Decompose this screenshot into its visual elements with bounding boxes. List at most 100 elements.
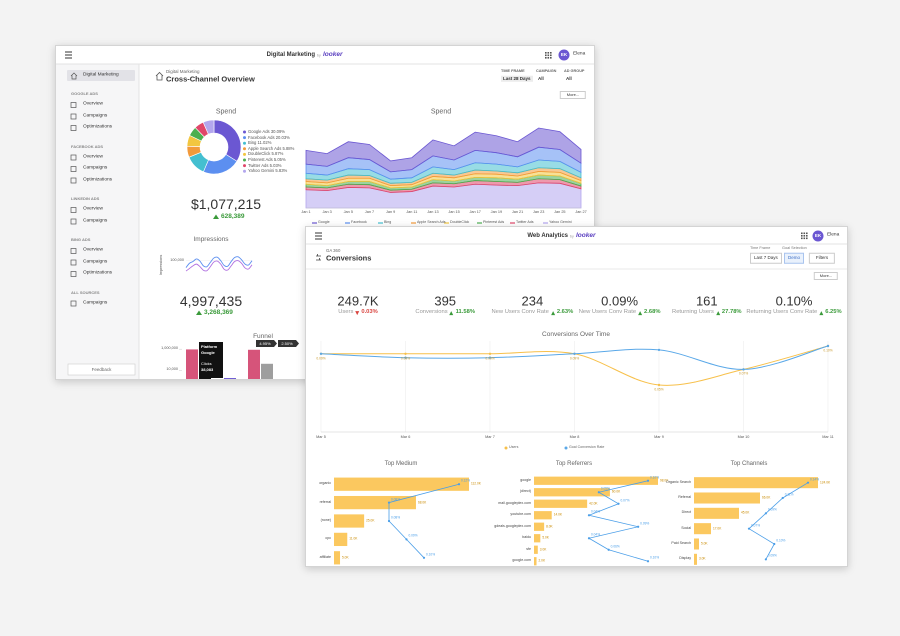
kpi-change: 6.25%: [825, 309, 842, 316]
kpi-label: Conversions: [415, 309, 448, 316]
x-tick-label: Mar 8: [569, 435, 580, 440]
rate-label: 0.08%: [391, 496, 401, 501]
rate-label: 0.05%: [600, 486, 610, 491]
y-tick-label: google: [520, 477, 531, 482]
kpi-value: 0.09%: [601, 293, 639, 309]
filter-value[interactable]: All: [566, 75, 572, 81]
nav-section: FACEBOOK ADS: [71, 143, 104, 149]
menu-icon[interactable]: [315, 232, 322, 240]
legend-marker: [243, 130, 246, 134]
value-label: 0.09%: [485, 356, 495, 361]
value-label: 68.0K: [417, 499, 427, 504]
kpi-value: 234: [521, 293, 544, 309]
chart-title: Impressions: [193, 235, 229, 243]
nav-icon: [70, 102, 77, 108]
value-label: 42.0K: [589, 501, 598, 506]
legend-label: Bing 11.02%: [248, 140, 272, 146]
x-tick-label: Jan 11: [406, 210, 418, 215]
kpi-value: 4,997,435: [179, 293, 243, 309]
y-tick-label: Paid Search: [671, 541, 691, 546]
value-label: 98.0K: [660, 478, 669, 483]
filter-label: TIME FRAME: [501, 69, 525, 74]
y-tick-label: cpc: [325, 536, 331, 541]
nav-icon: [70, 207, 77, 213]
kpi-footer: New Users Conv Rate 2.63%: [492, 309, 573, 316]
rate-arrow: [256, 340, 277, 347]
legend-label: Google Ads 30.09%: [248, 128, 286, 134]
legend-label: Pinterest Ads: [483, 220, 505, 225]
filter-value[interactable]: All: [538, 75, 544, 81]
nav-icon: [70, 271, 77, 277]
legend-marker: [243, 152, 246, 156]
avatar[interactable]: [558, 49, 570, 61]
nav-item[interactable]: Overview: [83, 154, 103, 160]
nav-icon: [70, 154, 77, 161]
more-button[interactable]: More...: [813, 272, 839, 280]
up-arrow: [449, 310, 454, 315]
feedback-button[interactable]: Feedback: [91, 366, 112, 372]
legend-label: Yahoo Gemini 5.83%: [248, 168, 288, 174]
kpi-footer: Returning Users 27.78%: [672, 309, 742, 316]
rate-arrow: [278, 340, 299, 347]
nav-item[interactable]: Optimizations: [83, 270, 113, 276]
more-button[interactable]: More...: [559, 90, 587, 99]
filter-label: Goal Selection: [782, 246, 807, 251]
rate-label: 0.06%: [610, 544, 620, 549]
apps-icon[interactable]: [801, 232, 808, 240]
filter-value[interactable]: Last 7 Days: [750, 252, 782, 264]
y-axis-label: Impressions: [159, 254, 164, 276]
feedback-box[interactable]: [67, 363, 136, 376]
point: [404, 352, 407, 355]
menu-icon[interactable]: [65, 51, 72, 59]
kpi-change: 0.03%: [361, 309, 378, 316]
nav-item[interactable]: Campaigns: [83, 259, 108, 265]
nav-item[interactable]: Campaigns: [83, 300, 108, 306]
nav-item[interactable]: Optimizations: [83, 124, 113, 130]
value-label: 8.0K: [546, 524, 553, 529]
kpi-footer: Returning Users Conv Rate 6.25%: [746, 309, 842, 316]
nav-icon: [70, 248, 77, 254]
logo: looker: [323, 50, 343, 58]
page-title: Conversions: [326, 253, 372, 263]
filter-value[interactable]: Demo: [784, 252, 805, 264]
chart-title: Spend: [215, 108, 237, 116]
kpi-label: Users: [338, 309, 354, 316]
nav-item[interactable]: Overview: [83, 206, 103, 212]
nav-icon: [70, 300, 77, 307]
nav-item[interactable]: Overview: [83, 247, 103, 253]
rate-point: [405, 538, 408, 541]
by-text: by: [570, 234, 574, 239]
nav-item[interactable]: Optimizations: [83, 177, 113, 183]
nav-item[interactable]: Campaigns: [83, 113, 108, 119]
filter-value[interactable]: Last 28 Days: [501, 75, 533, 82]
nav-item[interactable]: Campaigns: [83, 218, 108, 224]
user-name: Elena: [827, 232, 840, 238]
y-tick-label: sfe: [526, 546, 531, 551]
point: [488, 352, 492, 355]
filters-button[interactable]: Filters: [808, 252, 836, 264]
rate-point: [387, 501, 391, 504]
y-tick-label: 100,000: [170, 257, 184, 262]
rate-point: [607, 548, 610, 551]
x-tick-label: Jan 13: [427, 210, 439, 215]
nav-item[interactable]: Digital Marketing: [83, 72, 119, 78]
nav-section: ALL SOURCES: [71, 289, 100, 295]
legend-marker: [243, 169, 246, 173]
user-initials: EK: [560, 51, 568, 57]
rate-label: 0.04%: [591, 509, 601, 514]
point: [742, 368, 745, 371]
value-label: 17.0K: [713, 526, 722, 531]
value-label: 0.09%: [569, 356, 580, 361]
apps-icon[interactable]: [545, 52, 552, 59]
x-tick-label: Jan 15: [448, 210, 460, 215]
nav-item[interactable]: Overview: [83, 101, 103, 107]
value-label: 2.0K: [538, 558, 546, 563]
legend-label: Google: [318, 220, 330, 225]
rate-label: 0.14%: [810, 477, 820, 482]
up-arrow: [213, 214, 219, 219]
point: [319, 352, 323, 355]
avatar[interactable]: [812, 230, 824, 242]
nav-item[interactable]: Campaigns: [83, 165, 108, 171]
web-analytics-window: Web Analytics by looker EK Elena GA 360 Conver…: [305, 226, 848, 567]
bar: [534, 522, 545, 531]
